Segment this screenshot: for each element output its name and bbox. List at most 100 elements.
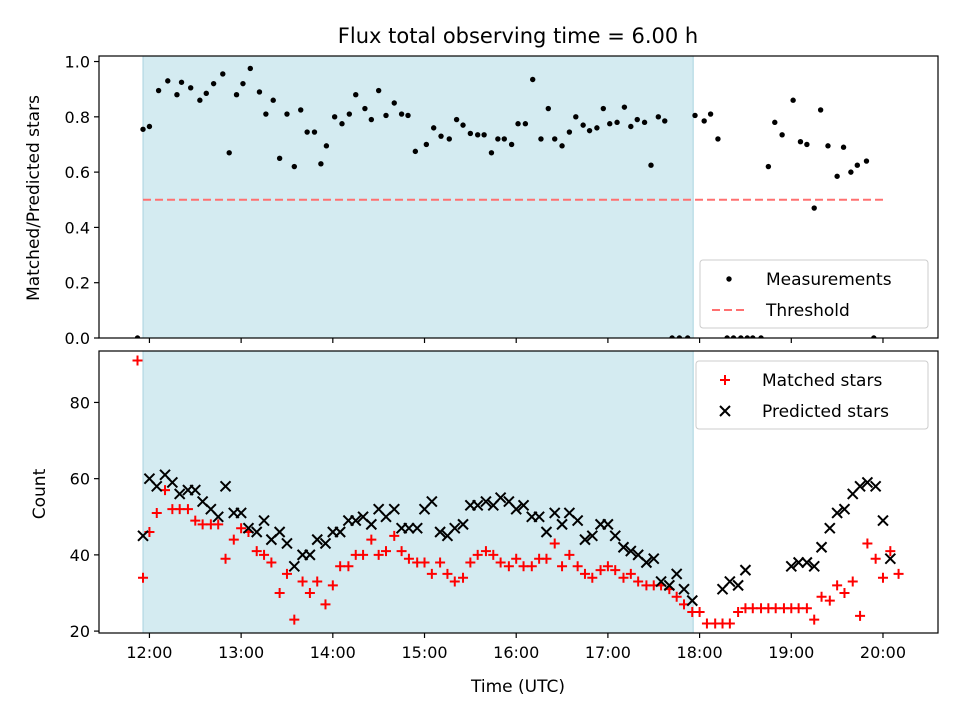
measurements-point bbox=[765, 163, 772, 170]
matched-stars-point bbox=[870, 553, 881, 564]
predicted-stars-point bbox=[173, 488, 186, 500]
matched-stars-point bbox=[724, 618, 735, 629]
measurements-point bbox=[878, 0, 883, 3]
matched-stars-point bbox=[465, 557, 476, 568]
measurements-point bbox=[648, 162, 654, 168]
x-tick-label: 20:00 bbox=[860, 643, 906, 662]
matched-stars-point bbox=[595, 565, 606, 576]
predicted-stars-point bbox=[625, 545, 637, 557]
predicted-stars-point bbox=[648, 552, 660, 565]
measurements-point bbox=[233, 92, 240, 98]
y-tick-label: 20 bbox=[70, 622, 90, 641]
measurements-point bbox=[790, 97, 796, 103]
x-tick-label: 12:00 bbox=[126, 643, 172, 662]
predicted-stars-point bbox=[273, 526, 286, 538]
predicted-stars-point bbox=[884, 552, 897, 565]
measurements-point bbox=[446, 136, 452, 142]
measurements-point bbox=[256, 89, 263, 95]
measurements-point bbox=[594, 125, 600, 131]
predicted-stars-point bbox=[670, 568, 683, 580]
matched-stars-point bbox=[228, 534, 239, 545]
measurements-point bbox=[692, 112, 698, 119]
measurements-point bbox=[634, 116, 640, 123]
matched-stars-point bbox=[633, 576, 644, 587]
predicted-stars-point bbox=[304, 549, 316, 561]
measurements-point bbox=[155, 87, 162, 94]
predicted-stars-point bbox=[449, 522, 461, 534]
measurements-point bbox=[210, 80, 217, 87]
matched-stars-point bbox=[132, 355, 143, 366]
matched-stars-point bbox=[671, 591, 682, 602]
predicted-stars-point bbox=[571, 514, 584, 527]
matched-stars-point bbox=[541, 553, 552, 564]
y-tick-label: 60 bbox=[70, 470, 90, 489]
top-y-axis-label: Matched/Predicted stars bbox=[24, 95, 44, 301]
y-tick-label: 0.4 bbox=[65, 218, 90, 237]
matched-stars-point bbox=[426, 568, 437, 579]
matched-stars-point bbox=[564, 549, 575, 560]
predicted-stars-point bbox=[579, 533, 591, 546]
measurements-point bbox=[804, 141, 810, 148]
measurements-point bbox=[758, 335, 764, 338]
top-panel-plot: 0.0 0.2 0.4 0.6 0.8 1.0 Measurements Threshold bbox=[65, 0, 939, 348]
matched-stars-point bbox=[259, 549, 270, 560]
matched-stars-point bbox=[297, 576, 308, 587]
measurements-point bbox=[891, 0, 896, 3]
predicted-stars-point bbox=[319, 537, 332, 550]
predicted-stars-point bbox=[861, 476, 874, 489]
matched-stars-point bbox=[885, 546, 896, 557]
measurements-point bbox=[140, 126, 146, 132]
predicted-stars-point bbox=[854, 480, 866, 492]
measurements-point bbox=[730, 335, 737, 338]
measurements-point bbox=[270, 97, 276, 103]
measurements-point bbox=[744, 335, 750, 338]
predicted-stars-point bbox=[457, 518, 469, 531]
matched-stars-point bbox=[847, 576, 858, 587]
predicted-stars-point bbox=[663, 579, 676, 592]
predicted-stars-point bbox=[350, 514, 362, 527]
matched-stars-point bbox=[625, 568, 636, 579]
measurements-point bbox=[318, 161, 324, 167]
predicted-stars-point bbox=[609, 530, 621, 542]
measurements-point bbox=[398, 111, 405, 117]
measurements-point bbox=[707, 111, 714, 117]
measurements-point bbox=[263, 111, 269, 117]
matched-stars-point bbox=[862, 538, 873, 549]
chart-title: Flux total observing time = 6.00 h bbox=[338, 24, 698, 48]
measurements-point bbox=[460, 122, 466, 128]
measurements-point bbox=[368, 116, 375, 123]
matched-stars-point bbox=[587, 572, 598, 583]
matched-stars-point bbox=[373, 549, 384, 560]
measurements-point bbox=[621, 104, 628, 110]
predicted-stars-point bbox=[426, 495, 438, 508]
matched-stars-point bbox=[472, 549, 483, 560]
predicted-stars-point bbox=[533, 511, 545, 523]
matched-stars-point bbox=[403, 553, 414, 564]
matched-stars-point bbox=[480, 546, 491, 557]
predicted-stars-point bbox=[869, 480, 882, 492]
predicted-stars-point bbox=[151, 480, 163, 492]
x-axis-label: Time (UTC) bbox=[470, 677, 565, 697]
matched-stars-point bbox=[557, 561, 568, 572]
predicted-stars-point bbox=[403, 522, 415, 534]
measurements-point bbox=[197, 97, 203, 103]
predicted-stars-point bbox=[824, 522, 836, 534]
measurements-point bbox=[607, 121, 613, 127]
predicted-stars-point bbox=[678, 583, 690, 595]
matched-stars-point bbox=[389, 530, 400, 541]
predicted-stars-point bbox=[242, 522, 255, 534]
measurements-point bbox=[871, 335, 877, 338]
predicted-stars-point bbox=[494, 492, 507, 504]
predicted-stars-point bbox=[480, 495, 492, 508]
matched-stars-point bbox=[526, 561, 537, 572]
measurements-point bbox=[291, 163, 298, 170]
predicted-stars-point bbox=[166, 476, 179, 489]
predicted-stars-point bbox=[556, 518, 568, 531]
measurements-point bbox=[573, 114, 579, 120]
predicted-stars-point bbox=[808, 560, 820, 573]
y-tick-label: 80 bbox=[70, 393, 90, 412]
measurements-point bbox=[203, 90, 209, 97]
matched-stars-point bbox=[190, 515, 201, 526]
measurements-point bbox=[501, 136, 507, 142]
measurements-point bbox=[474, 132, 481, 138]
